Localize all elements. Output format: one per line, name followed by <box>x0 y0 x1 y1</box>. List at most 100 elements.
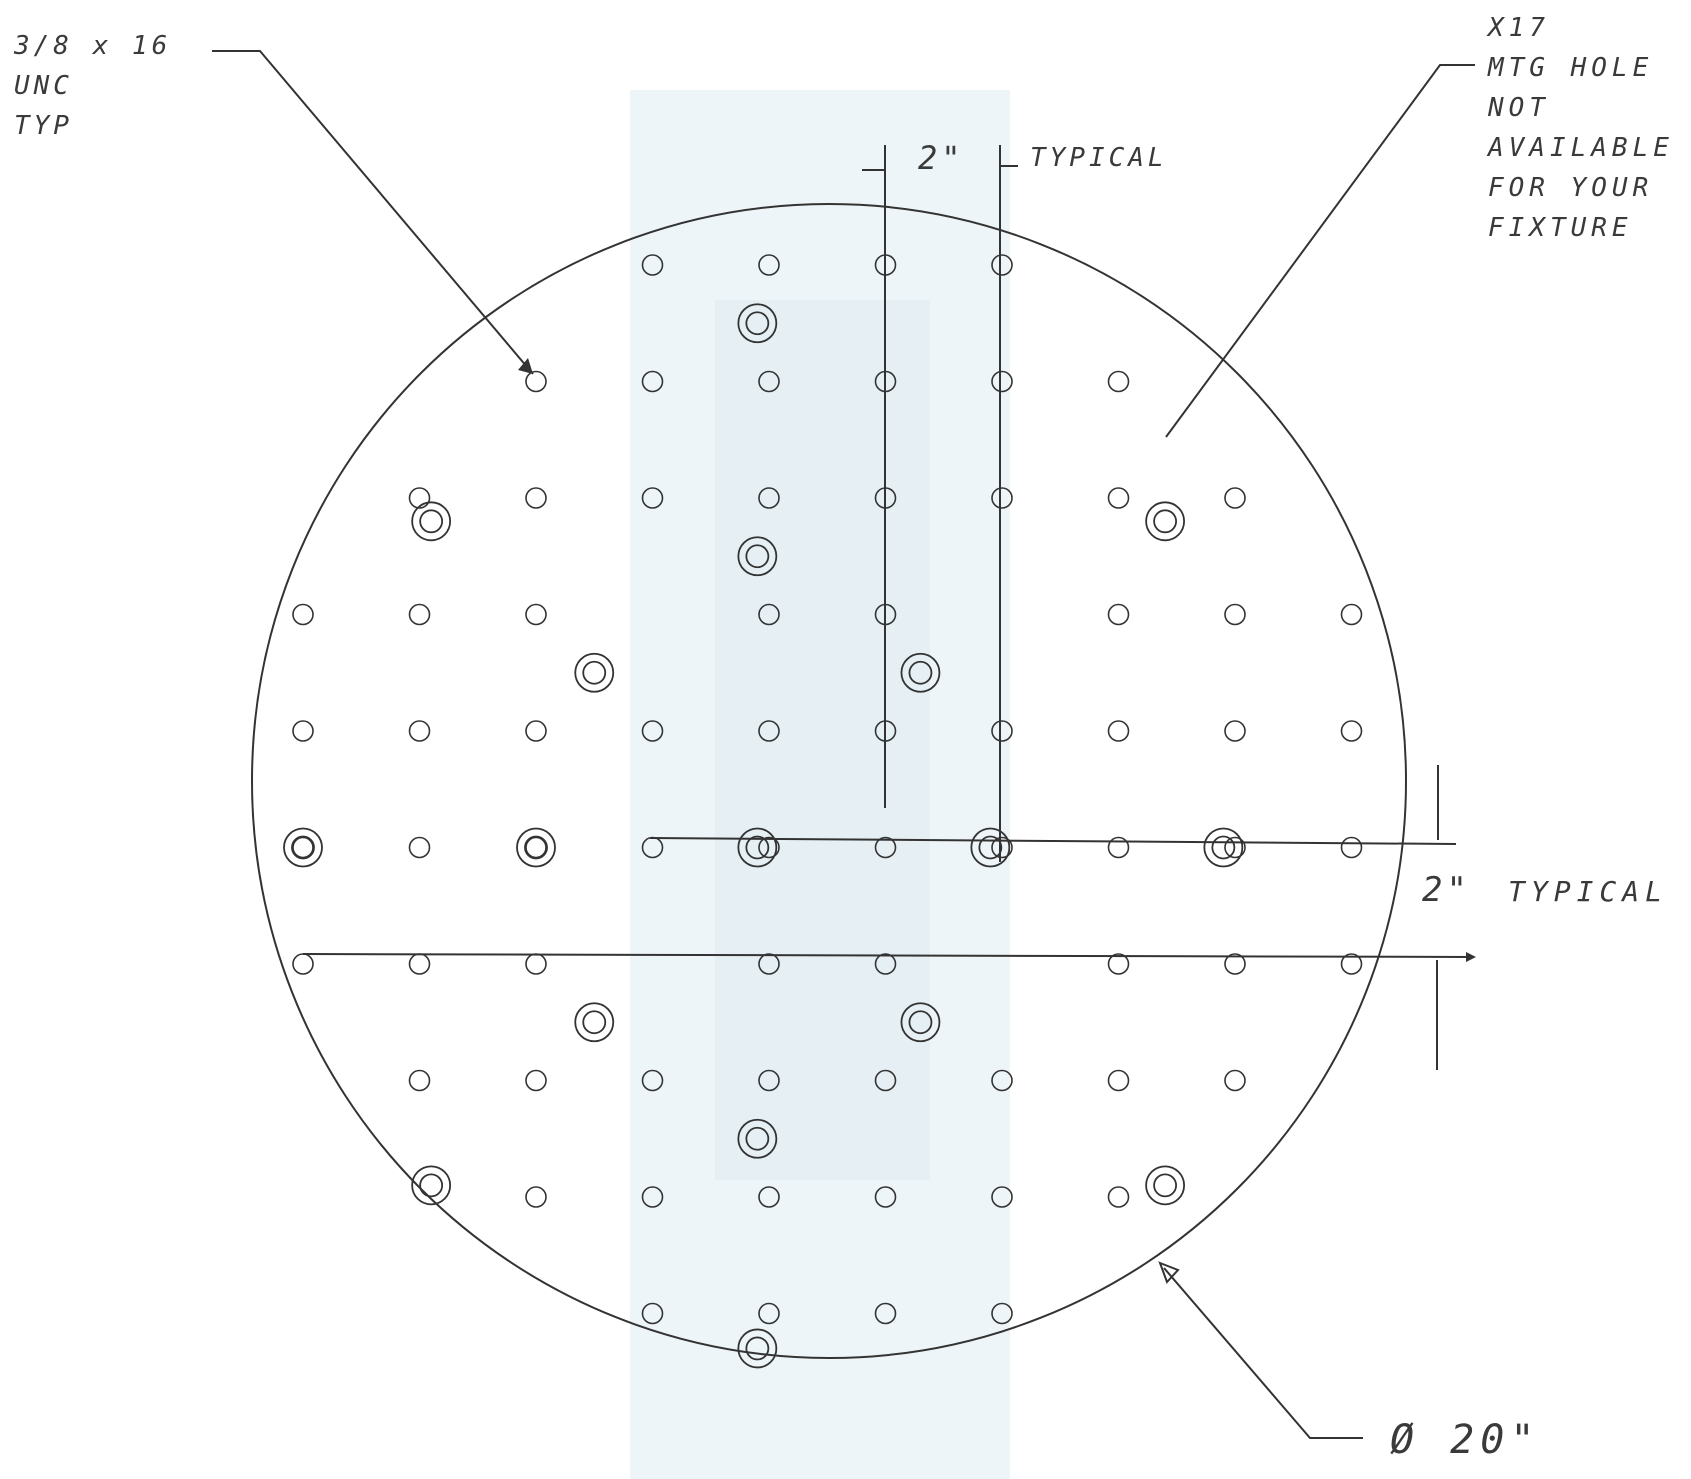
tapped-hole <box>641 254 664 276</box>
thread-callout-line: UNC <box>14 71 73 101</box>
mounting-hole-inner <box>745 1126 770 1151</box>
diameter-callout: Ø 20" <box>1390 1417 1541 1463</box>
tapped-hole <box>758 603 780 626</box>
tapped-hole <box>991 1302 1013 1325</box>
tapped-hole <box>292 720 314 742</box>
mounting-hole-inner <box>1153 509 1177 534</box>
tapped-hole <box>641 1069 664 1092</box>
tapped-hole <box>1107 720 1130 742</box>
thread-callout-line: TYP <box>14 111 73 141</box>
mounting-hole <box>574 1002 615 1043</box>
tapped-hole <box>641 370 664 393</box>
tapped-hole <box>758 370 780 393</box>
scan-shading-inner <box>715 300 930 1180</box>
mounting-hole-inner <box>908 1010 933 1035</box>
mounting-hole <box>411 1165 452 1206</box>
mounting-hole <box>900 1002 941 1043</box>
tapped-hole <box>292 603 314 626</box>
horizontal-spacing-label: TYPICAL <box>1508 875 1669 908</box>
horizontal-spacing-dimension <box>302 765 1473 1070</box>
tapped-hole-grid <box>292 254 1363 1325</box>
tapped-hole <box>758 487 780 509</box>
leader-lines <box>212 50 1475 1439</box>
mounting-hole <box>970 827 1011 868</box>
tapped-hole <box>525 836 547 859</box>
mounting-hole <box>516 827 556 868</box>
mounting-hole <box>737 1328 778 1369</box>
mtg-callout-line: X17 <box>1488 13 1550 43</box>
mounting-hole-inner <box>978 835 1003 860</box>
tapped-hole <box>292 836 314 859</box>
tapped-hole <box>641 720 664 742</box>
mounting-hole-inner <box>1211 835 1236 860</box>
horizontal-spacing-value: 2" <box>1422 870 1471 910</box>
tapped-hole <box>408 953 431 975</box>
tapped-hole <box>1107 370 1130 393</box>
tapped-hole <box>1107 1069 1130 1092</box>
tapped-hole <box>991 1186 1013 1208</box>
mounting-hole-inner <box>1153 1173 1177 1198</box>
mtg-hole-leader <box>1165 64 1475 438</box>
tapped-hole <box>1224 720 1246 742</box>
tapped-hole <box>1107 953 1130 975</box>
mounting-hole-inner <box>745 311 770 336</box>
tapped-hole <box>525 603 547 626</box>
mounting-hole-inner <box>419 1173 444 1198</box>
mounting-hole-inner <box>524 835 548 860</box>
tapped-hole <box>1224 836 1246 859</box>
mtg-callout-line: FIXTURE <box>1488 213 1633 243</box>
thread-leader <box>212 50 534 375</box>
plate-outline <box>251 203 1407 1359</box>
mounting-hole-inner <box>582 660 607 685</box>
mounting-hole-inner <box>745 835 770 860</box>
tapped-hole <box>408 603 431 626</box>
tapped-hole <box>1107 836 1130 859</box>
tapped-hole <box>1224 1069 1246 1092</box>
tapped-hole <box>1107 1186 1130 1208</box>
vertical-spacing-value: 2" <box>918 139 965 177</box>
tapped-hole <box>758 1302 780 1325</box>
mtg-callout-line: AVAILABLE <box>1488 133 1674 163</box>
tapped-hole <box>525 1186 547 1208</box>
tapped-hole <box>1224 953 1246 975</box>
mounting-hole <box>574 652 615 693</box>
mounting-hole-inner <box>908 660 933 685</box>
tapped-hole <box>525 1069 547 1092</box>
mounting-hole-inner <box>745 544 770 569</box>
tapped-hole <box>292 953 314 975</box>
tapped-hole <box>758 1186 780 1208</box>
tapped-hole <box>525 720 547 742</box>
thread-leader-arrowhead <box>518 358 533 374</box>
mounting-hole <box>411 501 452 542</box>
tapped-hole <box>758 720 780 742</box>
tapped-hole <box>758 953 780 975</box>
tapped-hole <box>1340 953 1363 975</box>
tapped-hole <box>1107 603 1130 626</box>
tapped-hole <box>758 1069 780 1092</box>
mounting-hole-inner <box>291 835 315 860</box>
mounting-hole <box>737 303 778 344</box>
tapped-hole <box>991 254 1013 276</box>
tapped-hole <box>991 1069 1013 1092</box>
tapped-hole <box>525 370 547 393</box>
tapped-hole <box>991 720 1013 742</box>
horizontal-arrowhead <box>1466 952 1476 962</box>
vertical-spacing-label: TYPICAL <box>1030 143 1168 173</box>
mounting-hole <box>1145 501 1185 542</box>
tapped-hole <box>874 1302 897 1325</box>
mounting-hole <box>1145 1165 1185 1206</box>
tapped-hole <box>1340 836 1363 859</box>
diameter-leader-arrowhead <box>1158 1261 1180 1284</box>
tapped-hole <box>874 1186 897 1208</box>
tapped-hole <box>758 836 780 859</box>
tapped-hole <box>1340 603 1363 626</box>
mounting-hole <box>283 827 323 868</box>
thread-callout: 3/8 x 16 UNC TYP <box>14 26 171 146</box>
tapped-hole <box>874 836 897 859</box>
mounting-hole-inner <box>745 1336 770 1361</box>
mtg-callout-line: FOR YOUR <box>1488 173 1654 203</box>
tapped-hole <box>1340 720 1363 742</box>
tapped-hole <box>1107 487 1130 509</box>
tapped-hole <box>641 487 664 509</box>
